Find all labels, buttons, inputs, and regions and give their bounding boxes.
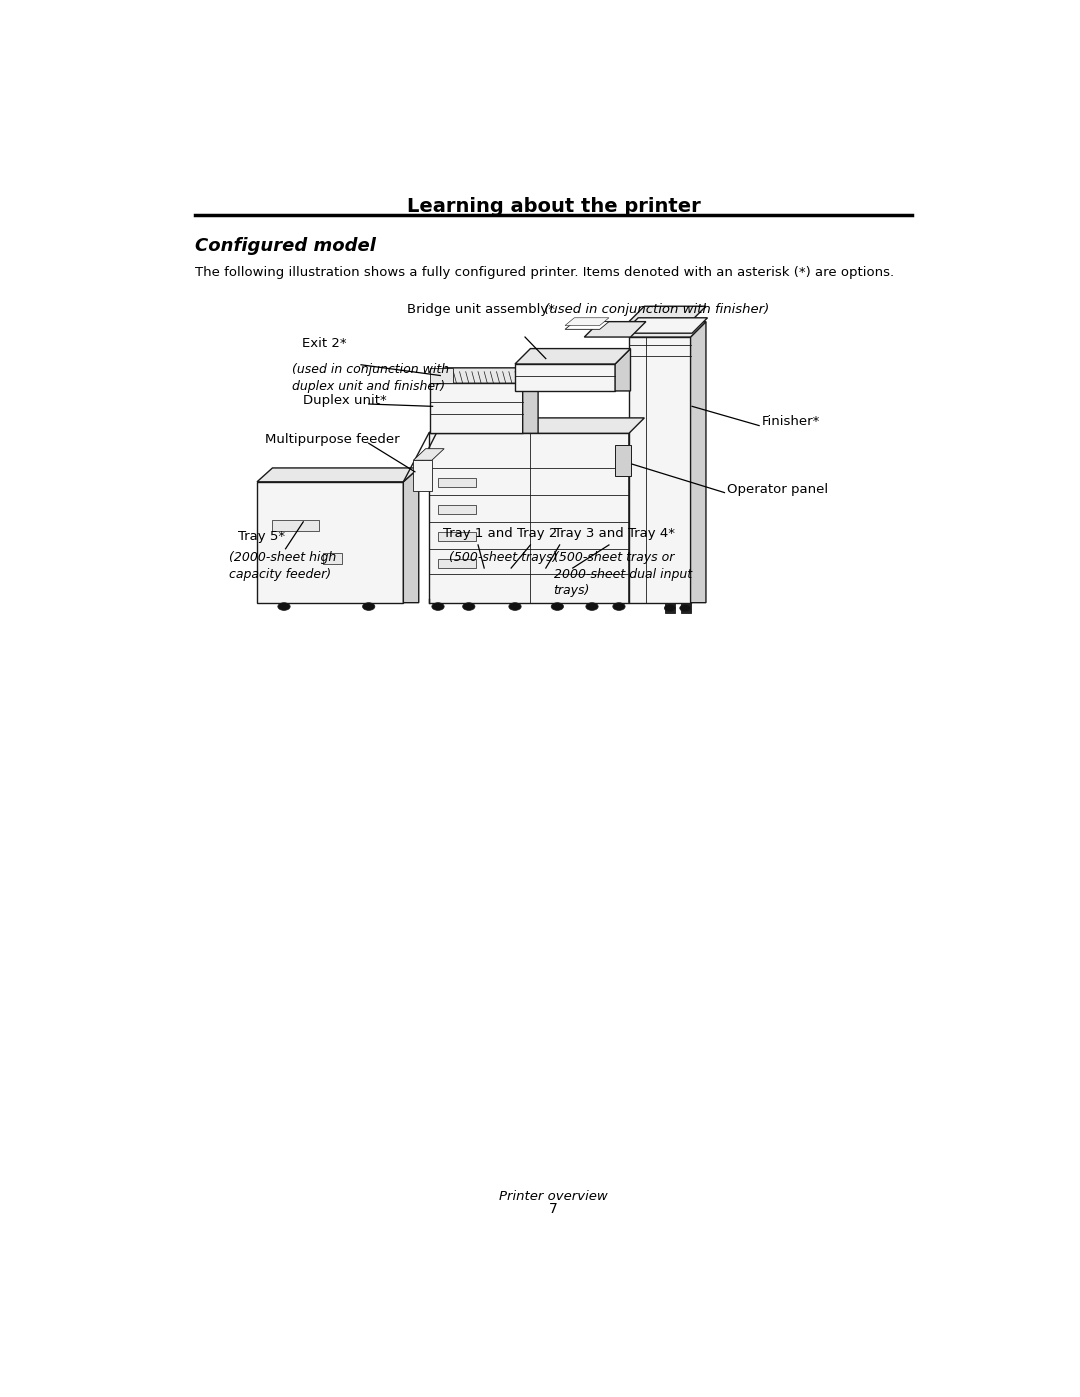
Text: (500-sheet trays or
2000-sheet dual input
trays): (500-sheet trays or 2000-sheet dual inpu… (554, 550, 691, 597)
Polygon shape (680, 602, 690, 613)
Polygon shape (430, 367, 454, 383)
Polygon shape (429, 418, 645, 433)
Polygon shape (430, 367, 538, 383)
Text: Tray 3 and Tray 4*: Tray 3 and Tray 4* (554, 527, 675, 539)
Text: Learning about the printer: Learning about the printer (407, 197, 700, 217)
Polygon shape (690, 321, 706, 602)
Polygon shape (403, 468, 419, 602)
Polygon shape (257, 482, 403, 602)
Polygon shape (438, 478, 476, 488)
Polygon shape (515, 365, 616, 391)
Text: Finisher*: Finisher* (761, 415, 820, 429)
Ellipse shape (432, 602, 444, 610)
Text: (2000-sheet high
capacity feeder): (2000-sheet high capacity feeder) (229, 550, 336, 581)
Polygon shape (414, 448, 444, 460)
Polygon shape (623, 317, 707, 334)
Polygon shape (515, 349, 631, 365)
Polygon shape (257, 468, 419, 482)
Polygon shape (429, 433, 629, 602)
Ellipse shape (462, 602, 475, 610)
Text: 7: 7 (549, 1203, 558, 1217)
Ellipse shape (679, 605, 690, 612)
Text: Multipurpose feeder: Multipurpose feeder (265, 433, 400, 446)
Text: Tray 5*: Tray 5* (238, 531, 285, 543)
Polygon shape (565, 321, 609, 330)
Polygon shape (629, 337, 690, 602)
Polygon shape (272, 520, 319, 531)
Polygon shape (414, 460, 432, 490)
Ellipse shape (664, 605, 675, 612)
Text: Printer overview: Printer overview (499, 1190, 608, 1203)
Text: Configured model: Configured model (195, 237, 376, 254)
Polygon shape (629, 418, 645, 602)
Polygon shape (616, 444, 631, 475)
Polygon shape (438, 532, 476, 541)
Text: Exit 2*: Exit 2* (302, 337, 347, 351)
Ellipse shape (509, 602, 522, 610)
Ellipse shape (551, 602, 564, 610)
Polygon shape (438, 559, 476, 569)
Polygon shape (665, 602, 675, 613)
Polygon shape (616, 349, 631, 391)
Polygon shape (629, 306, 706, 321)
Text: (500-sheet trays): (500-sheet trays) (449, 550, 557, 564)
Text: Tray 1 and Tray 2: Tray 1 and Tray 2 (443, 527, 557, 539)
Text: Duplex unit*: Duplex unit* (303, 394, 387, 407)
Polygon shape (438, 504, 476, 514)
Polygon shape (430, 383, 523, 433)
Text: (used in conjunction with
duplex unit and finisher): (used in conjunction with duplex unit an… (292, 363, 449, 393)
Polygon shape (629, 321, 706, 337)
Polygon shape (323, 553, 341, 564)
Ellipse shape (278, 602, 291, 610)
Ellipse shape (363, 602, 375, 610)
Text: (used in conjunction with finisher): (used in conjunction with finisher) (540, 303, 769, 316)
Text: Bridge unit assembly*: Bridge unit assembly* (407, 303, 555, 316)
Text: Operator panel: Operator panel (727, 483, 828, 496)
Ellipse shape (612, 602, 625, 610)
Text: The following illustration shows a fully configured printer. Items denoted with : The following illustration shows a fully… (195, 267, 894, 279)
Polygon shape (565, 317, 609, 326)
Ellipse shape (585, 602, 598, 610)
Polygon shape (584, 321, 646, 337)
Polygon shape (523, 367, 538, 433)
